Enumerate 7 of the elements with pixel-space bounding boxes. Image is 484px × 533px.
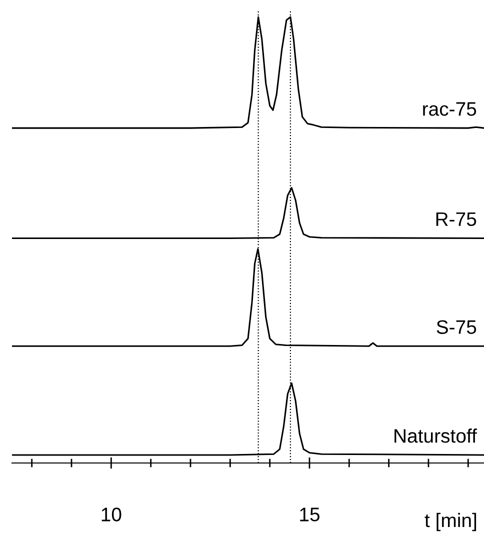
- annotation: rac-75: [423, 102, 476, 116]
- x-axis-title: t [min]: [424, 512, 476, 532]
- annotation: Naturstoff: [394, 428, 477, 443]
- annotation: R-75: [436, 212, 476, 226]
- x-tick-label: 10: [102, 508, 122, 522]
- annotation: S-75: [436, 320, 476, 334]
- x-tick-label: 15: [300, 508, 320, 522]
